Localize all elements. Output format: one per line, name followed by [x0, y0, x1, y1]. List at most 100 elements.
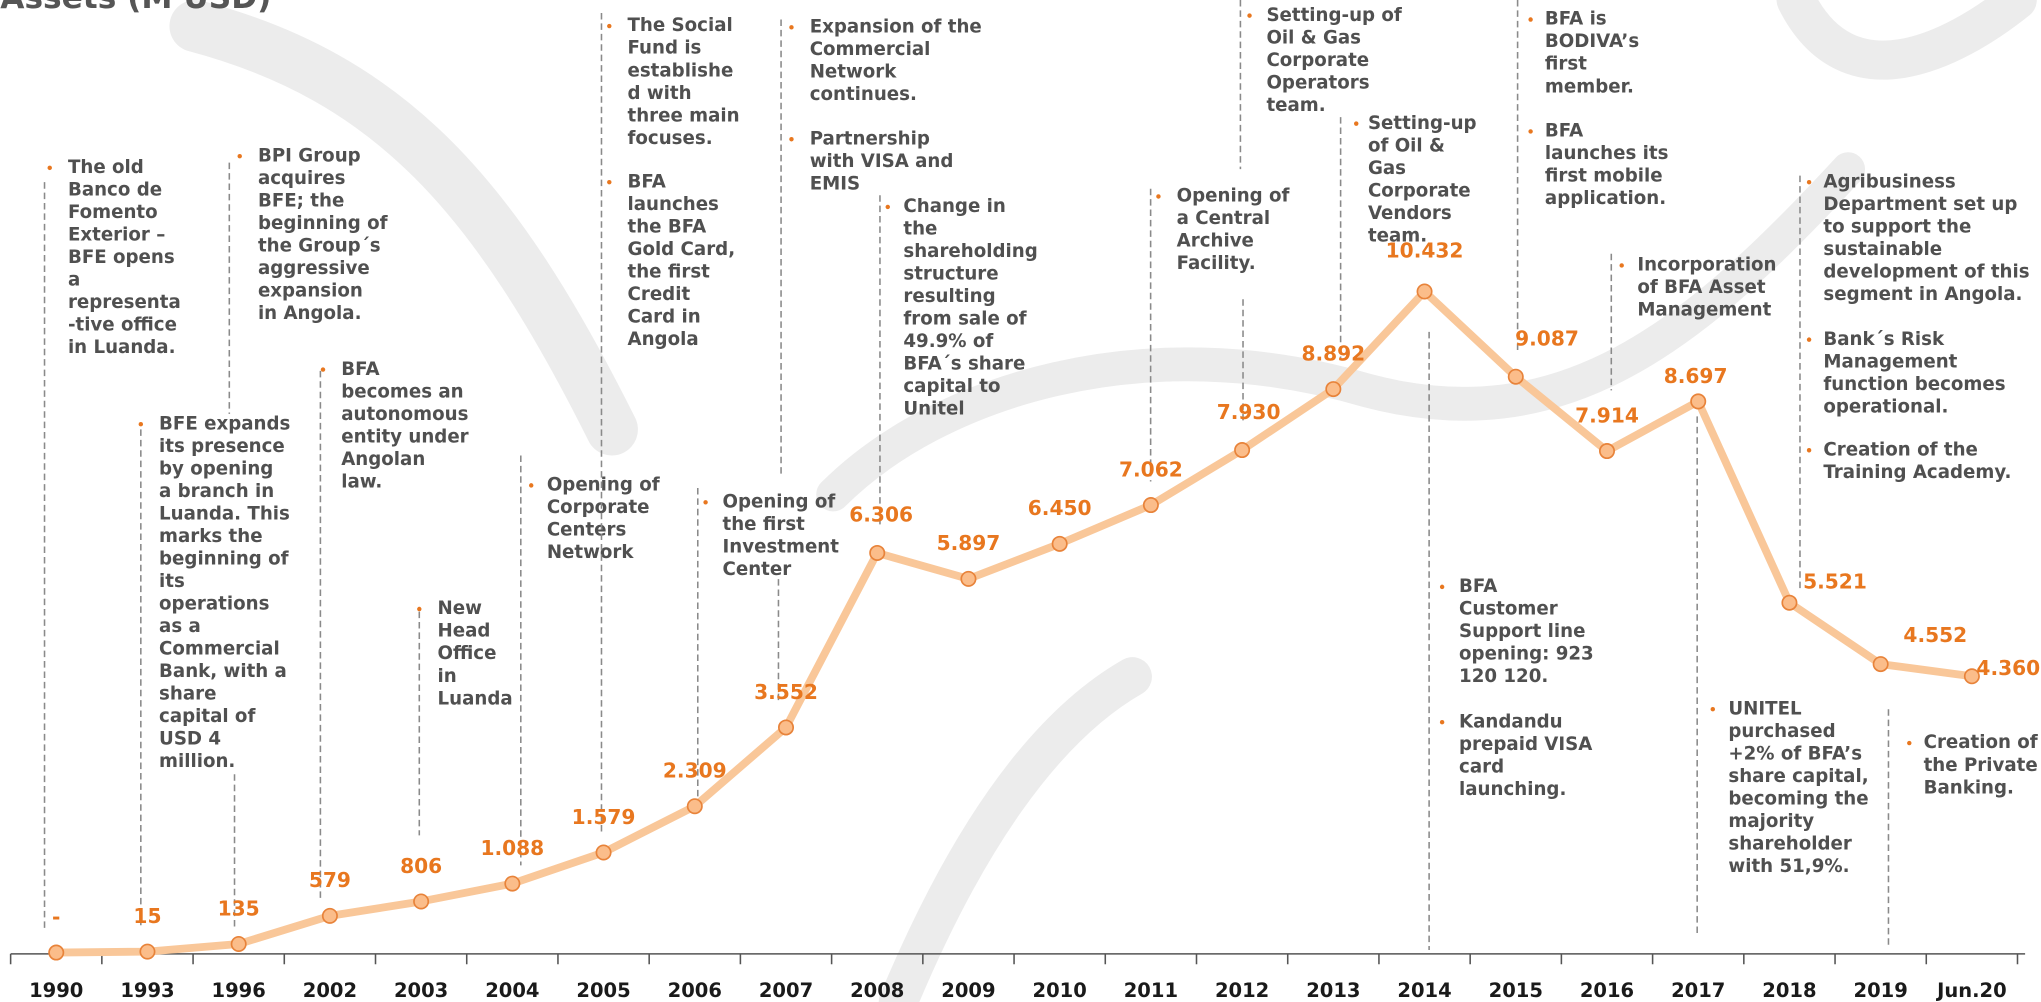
- bullet: [607, 24, 611, 28]
- annotation-text: its presence: [159, 436, 285, 457]
- annotation-text: Commercial: [810, 39, 931, 60]
- annotation-text: of BFA Asset: [1637, 277, 1766, 298]
- point: [1691, 394, 1705, 408]
- value-label: 7.062: [1119, 457, 1183, 481]
- annotation-text: Customer: [1459, 599, 1558, 620]
- point: [688, 799, 702, 813]
- annotation-text: Centers: [547, 520, 627, 541]
- bullet: [1528, 17, 1532, 21]
- annotation-text: autonomous: [341, 404, 468, 425]
- value-label: 1.088: [480, 836, 544, 860]
- annotation-text: first mobile: [1545, 166, 1663, 187]
- value-label: 8.697: [1664, 364, 1728, 388]
- point: [505, 876, 519, 890]
- value-label: 6.306: [849, 503, 913, 527]
- annotation-text: Creation of: [1924, 732, 2039, 753]
- annotation-text: The Social: [628, 15, 733, 36]
- value-label: 4.360: [1976, 656, 2040, 680]
- bullet: [1440, 585, 1444, 589]
- annotation-text: Agribusiness: [1823, 171, 1955, 192]
- annotation-text: expansion: [258, 280, 363, 301]
- chart: Assets (M USD) 1990199319962002200320042…: [0, 0, 2041, 1002]
- x-tick-label: 2015: [1489, 979, 1543, 1002]
- x-tick-label: 2014: [1397, 979, 1451, 1002]
- annotation-text: USD 4: [159, 729, 221, 750]
- x-tick-label: 2006: [668, 979, 722, 1002]
- annotation-text: UNITEL: [1728, 698, 1802, 719]
- bullet: [417, 607, 421, 611]
- annotation-text: a: [68, 270, 80, 291]
- annotation-text: The old: [68, 157, 144, 178]
- annotation-text: continues.: [810, 84, 917, 105]
- annotation-text: Incorporation: [1637, 255, 1776, 276]
- annotation-text: shareholder: [1728, 833, 1851, 854]
- x-tick-label: 1990: [29, 979, 83, 1002]
- x-tick-label: 2002: [303, 979, 357, 1002]
- x-tick-label: 2005: [576, 979, 630, 1002]
- x-tick-label: 2012: [1215, 979, 1269, 1002]
- annotation-text: Bank´s Risk: [1823, 329, 1945, 350]
- annotation-text: representa: [68, 292, 181, 313]
- annotation-text: law.: [341, 471, 382, 492]
- annotation-text: BFE expands: [159, 413, 290, 434]
- annotation-text: Department set up: [1823, 194, 2017, 215]
- annotation-text: Oil & Gas: [1266, 27, 1361, 48]
- annotation-text: function becomes: [1823, 374, 2005, 395]
- bullet: [1907, 741, 1911, 745]
- annotation-text: launches: [628, 194, 719, 215]
- annotation-text: marks the: [159, 526, 263, 547]
- annotation-text: first: [1545, 54, 1587, 75]
- annotation-text: a Central: [1177, 208, 1271, 229]
- x-tick-label: 2016: [1580, 979, 1634, 1002]
- annotation-text: from sale of: [903, 309, 1027, 330]
- bullet: [789, 137, 793, 141]
- annotation-text: Support line: [1459, 621, 1585, 642]
- value-label: 7.914: [1575, 403, 1639, 427]
- value-label: 15: [133, 904, 161, 928]
- chart-title: Assets (M USD): [0, 0, 271, 16]
- annotation-text: million.: [159, 751, 235, 772]
- annotation-text: Creation of the: [1823, 439, 1977, 460]
- annotation-text: beginning of: [159, 549, 290, 570]
- annotation-text: resulting: [903, 286, 995, 307]
- annotation-text: Banking.: [1924, 777, 2014, 798]
- annotation-text: Card in: [628, 306, 701, 327]
- annotation-text: to support the: [1823, 216, 1971, 237]
- x-tick-label: Jun.20: [1935, 979, 2007, 1002]
- annotation-text: BFA: [341, 359, 379, 380]
- annotation-text: Network: [547, 542, 635, 563]
- annotation-text: Luanda. This: [159, 503, 290, 524]
- annotation-text: New: [438, 598, 483, 619]
- x-tick-label: 2007: [759, 979, 813, 1002]
- annotation-text: majority: [1728, 811, 1814, 832]
- annotation-text: Unitel: [903, 399, 964, 420]
- annotation-text: with VISA and: [810, 151, 954, 172]
- annotation-text: launching.: [1459, 779, 1566, 800]
- bullet: [1619, 263, 1623, 267]
- point: [140, 944, 154, 958]
- annotation-text: Corporate: [1368, 180, 1471, 201]
- annotation-text: d with: [628, 83, 692, 104]
- x-tick-label: 2011: [1124, 979, 1178, 1002]
- value-label: 6.450: [1028, 496, 1092, 520]
- value-label: 9.087: [1515, 326, 1579, 350]
- annotation-text: Management: [1823, 351, 1957, 372]
- annotation-text: Commercial: [159, 639, 280, 660]
- bullet: [789, 25, 793, 29]
- annotation-text: 49.9% of: [903, 331, 994, 352]
- bullet: [1711, 707, 1715, 711]
- annotation-text: Opening of: [723, 492, 837, 513]
- annotation-text: in Luanda.: [68, 337, 176, 358]
- annotation-text: Change in: [903, 196, 1005, 217]
- annotation-text: operational.: [1823, 396, 1948, 417]
- x-tick-label: 2018: [1762, 979, 1816, 1002]
- bullet: [1440, 720, 1444, 724]
- annotation-text: BFE opens: [68, 247, 175, 268]
- annotation-text: Center: [723, 559, 792, 580]
- annotation-text: application.: [1545, 188, 1666, 209]
- annotation-text: in Angola.: [258, 303, 362, 324]
- annotation-text: BFA: [1545, 121, 1583, 142]
- annotation-text: Head: [438, 621, 491, 642]
- bullet: [886, 205, 890, 209]
- annotation-text: Corporate: [1266, 50, 1369, 71]
